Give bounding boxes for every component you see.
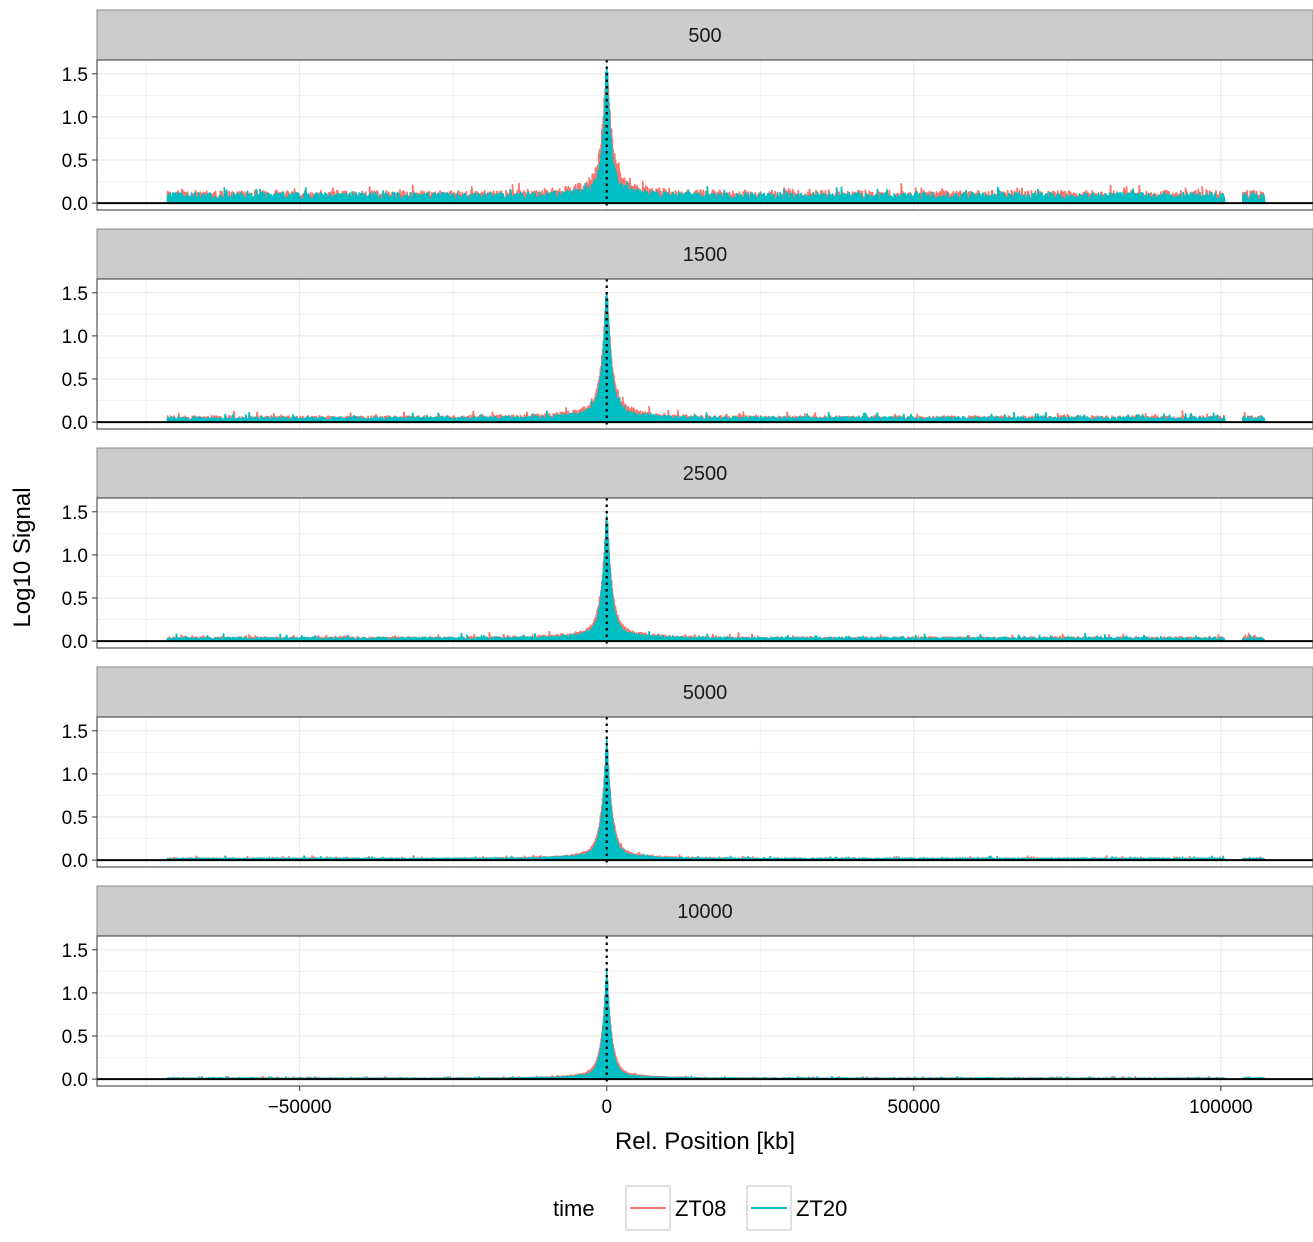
x-tick-label: 50000	[887, 1097, 940, 1118]
facet-strip-label: 2500	[683, 463, 728, 485]
panel-border	[96, 278, 1313, 430]
x-tick-label: 0	[601, 1097, 612, 1118]
legend-key-zt08: ZT08	[625, 1185, 726, 1231]
y-tick-label: 1.5	[62, 941, 88, 962]
y-tick-label: 1.5	[62, 722, 88, 743]
y-tick-label: 0.5	[62, 370, 88, 391]
y-tick-label: 0.5	[62, 1027, 88, 1048]
facet-panel: 2500 0.0 0.5 1.0 1.5	[62, 447, 1313, 653]
facet-panel: 10000 0.0 0.5 1.0 1.5	[62, 885, 1313, 1091]
panel-border	[96, 716, 1313, 868]
y-tick-label: 1.5	[62, 503, 88, 524]
y-tick-label: 1.0	[62, 327, 88, 348]
y-axis-title: Log10 Signal	[9, 487, 36, 627]
y-tick-label: 0.0	[62, 851, 88, 872]
y-tick-label: 1.0	[62, 984, 88, 1005]
legend-title: time	[553, 1196, 595, 1221]
y-tick-label: 1.5	[62, 65, 88, 86]
y-tick-label: 1.0	[62, 546, 88, 567]
chart-panels: 500 0.0 0.5 1.0 1.5 1500 0.0 0.5 1.0 1.5 2500 0.0 0.…	[62, 9, 1313, 1091]
legend: time ZT08 ZT20	[553, 1185, 847, 1231]
x-axis: −50000 0 50000 100000	[268, 1086, 1253, 1118]
y-tick-label: 0.5	[62, 589, 88, 610]
facet-strip-label: 5000	[683, 682, 728, 704]
y-tick-label: 0.0	[62, 1070, 88, 1091]
y-tick-label: 1.5	[62, 284, 88, 305]
y-tick-label: 0.5	[62, 808, 88, 829]
legend-key-zt20: ZT20	[746, 1185, 847, 1231]
facet-strip-label: 500	[688, 25, 721, 47]
y-tick-label: 0.0	[62, 632, 88, 653]
facet-panel: 500 0.0 0.5 1.0 1.5	[62, 9, 1313, 215]
panel-background	[97, 717, 1313, 867]
facet-panel: 5000 0.0 0.5 1.0 1.5	[62, 666, 1313, 872]
y-tick-label: 1.0	[62, 108, 88, 129]
legend-label: ZT08	[675, 1196, 726, 1221]
y-tick-label: 0.0	[62, 413, 88, 434]
facet-panel: 1500 0.0 0.5 1.0 1.5	[62, 228, 1313, 434]
y-tick-label: 0.0	[62, 194, 88, 215]
panel-background	[97, 279, 1313, 429]
facet-strip-label: 10000	[677, 901, 733, 923]
panel-border	[96, 59, 1313, 211]
panel-border	[96, 497, 1313, 649]
facet-strip	[96, 885, 1313, 937]
facet-strip	[96, 9, 1313, 61]
panel-background	[97, 498, 1313, 648]
x-tick-label: −50000	[268, 1097, 332, 1118]
y-tick-label: 0.5	[62, 151, 88, 172]
panel-background	[97, 936, 1313, 1086]
x-tick-label: 100000	[1189, 1097, 1252, 1118]
y-tick-label: 1.0	[62, 765, 88, 786]
legend-label: ZT20	[796, 1196, 847, 1221]
facet-strip	[96, 228, 1313, 280]
panel-background	[97, 60, 1313, 210]
x-axis-title: Rel. Position [kb]	[615, 1128, 795, 1155]
facet-strip-label: 1500	[683, 244, 728, 266]
panel-border	[96, 935, 1313, 1087]
facet-strip	[96, 447, 1313, 499]
